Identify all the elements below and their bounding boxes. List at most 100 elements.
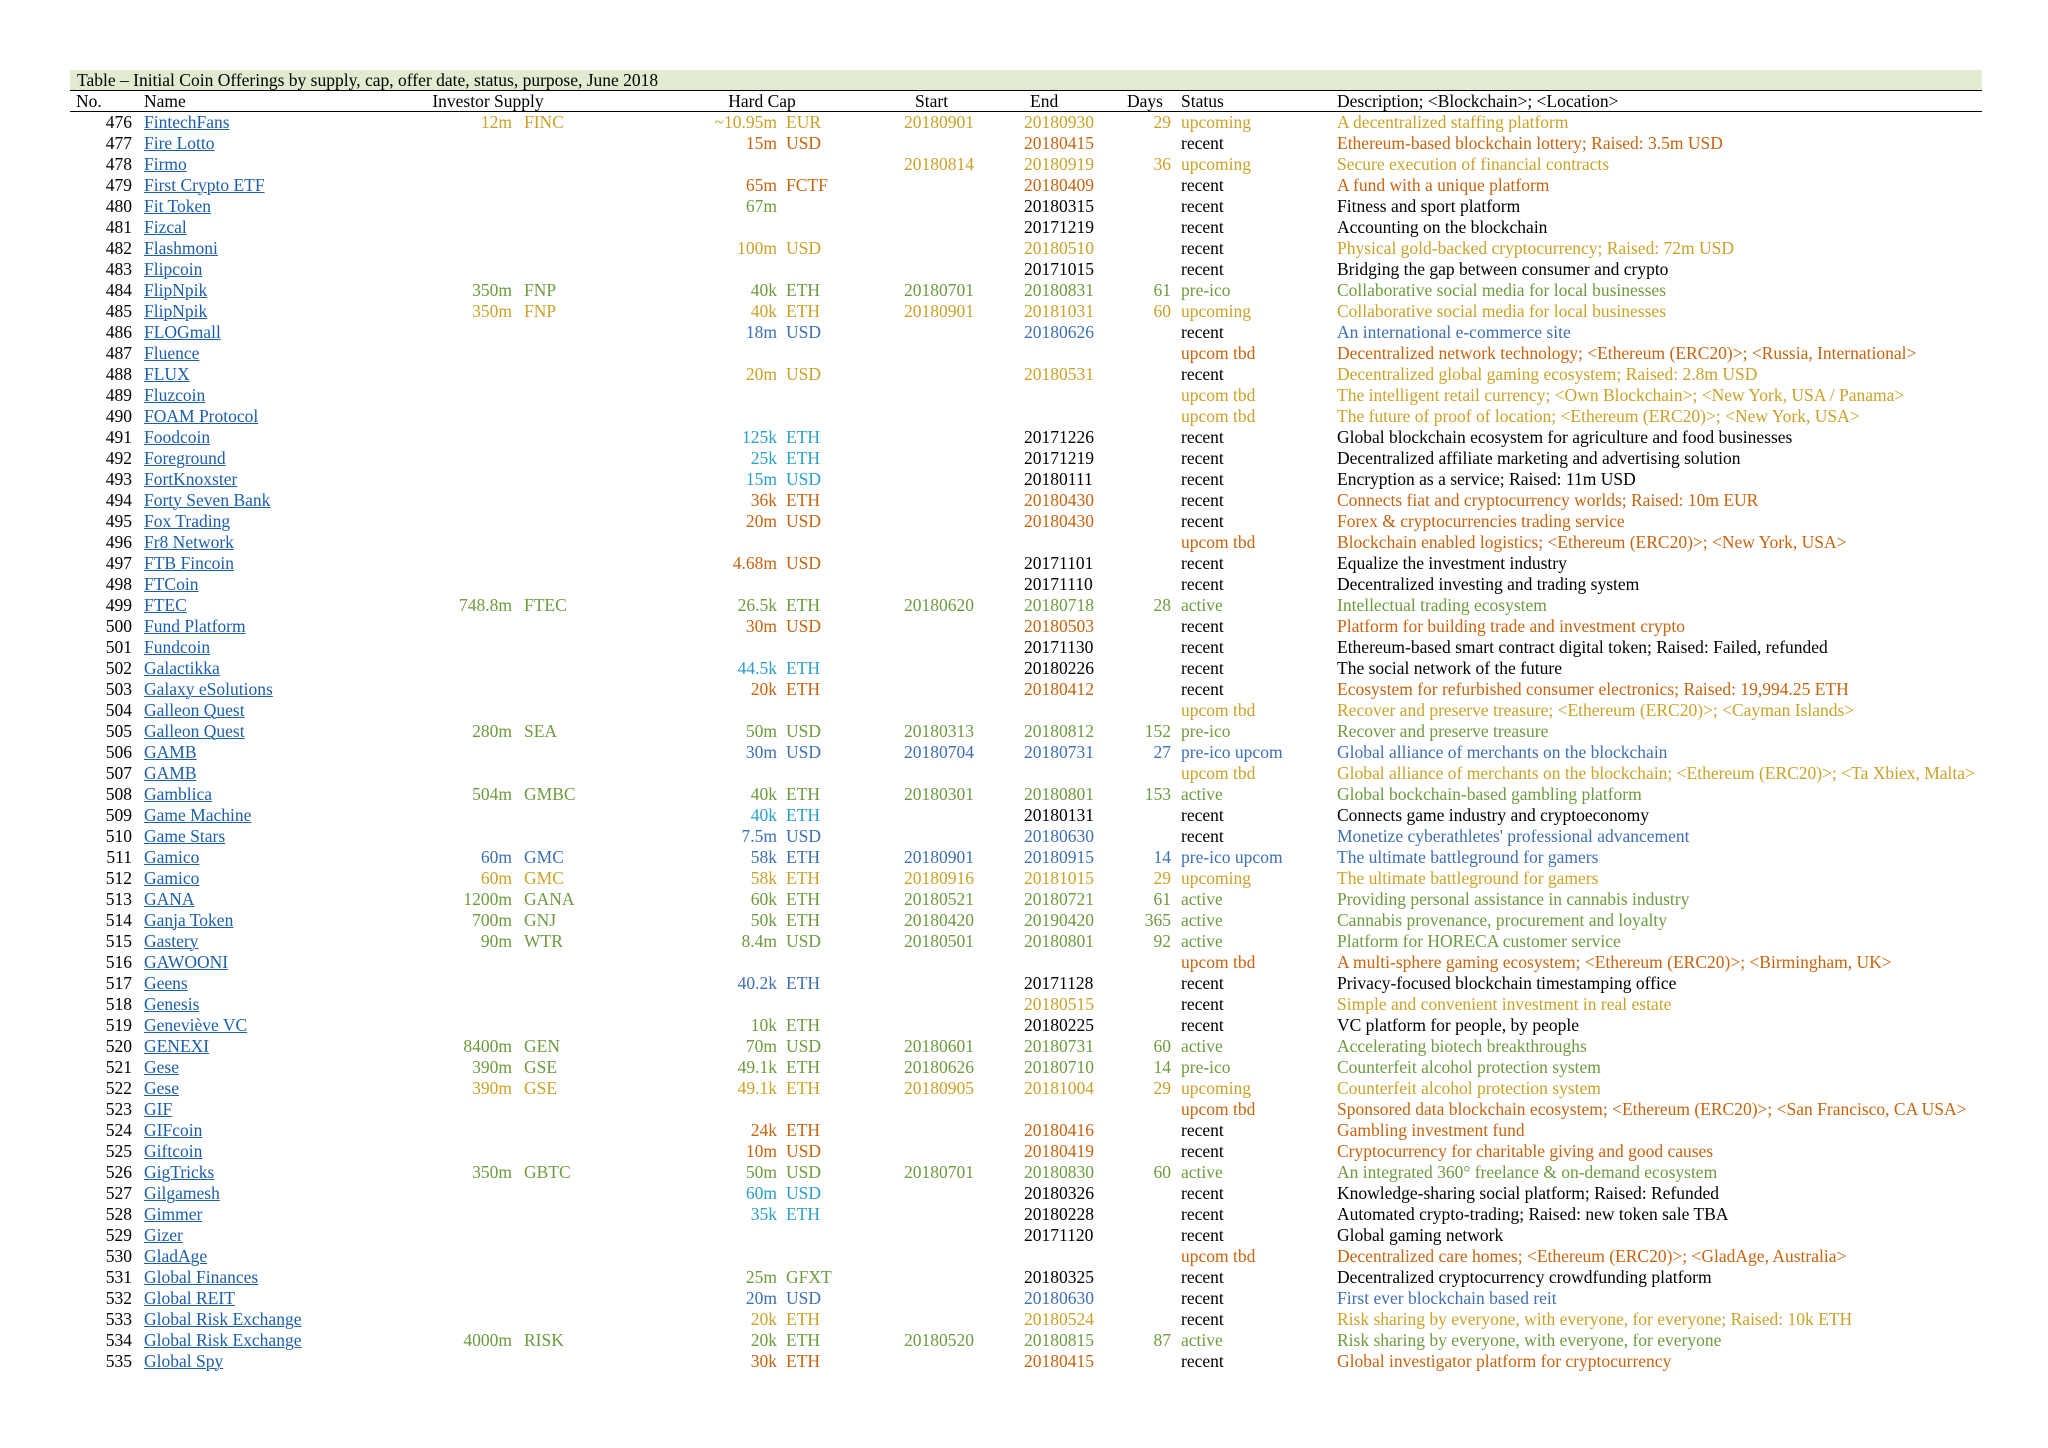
description-text: Forex & cryptocurrencies trading service	[1337, 511, 1625, 531]
status-text: pre-ico upcom	[1181, 742, 1283, 762]
ico-name-link[interactable]: GIFcoin	[144, 1120, 203, 1140]
hard-cap: 25k	[750, 448, 777, 468]
row-number: 518	[105, 994, 132, 1014]
ico-name-link[interactable]: Firmo	[144, 154, 187, 174]
ico-name-link[interactable]: FLOGmall	[144, 322, 221, 342]
ico-name-link[interactable]: Fire Lotto	[144, 133, 215, 153]
cap-currency: ETH	[786, 1204, 821, 1224]
ico-name-link[interactable]: Global Risk Exchange	[144, 1330, 302, 1350]
ico-name-cell: GIFcoin	[144, 1120, 202, 1141]
ico-name-link[interactable]: GAMB	[144, 742, 197, 762]
ico-name-link[interactable]: Global Finances	[144, 1267, 259, 1287]
ico-name-link[interactable]: Forty Seven Bank	[144, 490, 271, 510]
ico-name-link[interactable]: FTEC	[144, 595, 187, 615]
ico-name-link[interactable]: Galaxy eSolutions	[144, 679, 273, 699]
ico-name-link[interactable]: Fluence	[144, 343, 200, 363]
ico-name-link[interactable]: Gamico	[144, 847, 200, 867]
ico-name-link[interactable]: Fund Platform	[144, 616, 246, 636]
ico-name-link[interactable]: Galleon Quest	[144, 721, 245, 741]
ico-name-link[interactable]: Gizer	[144, 1225, 183, 1245]
ico-name-link[interactable]: FortKnoxster	[144, 469, 238, 489]
status-text: recent	[1181, 1288, 1224, 1308]
row-number: 495	[105, 511, 132, 531]
table-row: 483 Flipcoin 20171015 recent Bridging the ga…	[70, 259, 1982, 280]
ico-name-link[interactable]: GANA	[144, 889, 195, 909]
ico-name-link[interactable]: Global REIT	[144, 1288, 235, 1308]
row-number: 505	[105, 721, 132, 741]
ico-name-link[interactable]: Fit Token	[144, 196, 212, 216]
ico-name-link[interactable]: GladAge	[144, 1246, 208, 1266]
ico-name-link[interactable]: GigTricks	[144, 1162, 215, 1182]
status-text: upcom tbd	[1181, 406, 1256, 426]
ico-name-link[interactable]: GAMB	[144, 763, 197, 783]
days-count: 28	[1153, 595, 1172, 615]
end-date: 20180830	[1024, 1162, 1094, 1182]
hard-cap: 20m	[745, 364, 777, 384]
ico-name-link[interactable]: Geens	[144, 973, 188, 993]
ico-name-link[interactable]: Gese	[144, 1057, 179, 1077]
status-text: active	[1181, 595, 1223, 615]
ico-name-link[interactable]: GENEXI	[144, 1036, 210, 1056]
ico-name-link[interactable]: Global Risk Exchange	[144, 1309, 302, 1329]
row-number: 501	[105, 637, 132, 657]
ico-name-link[interactable]: FlipNpik	[144, 280, 208, 300]
ico-name-link[interactable]: Foreground	[144, 448, 226, 468]
ico-name-link[interactable]: Gamico	[144, 868, 200, 888]
table-row: 520 GENEXI 8400m GEN 70m USD 20180601 20180731 6…	[70, 1036, 1982, 1057]
start-date: 20180626	[904, 1057, 974, 1077]
supply-ticker: GANA	[524, 889, 575, 909]
ico-name-link[interactable]: FTB Fincoin	[144, 553, 234, 573]
ico-name-link[interactable]: Gilgamesh	[144, 1183, 220, 1203]
ico-name-link[interactable]: FTCoin	[144, 574, 199, 594]
ico-name-link[interactable]: Global Spy	[144, 1351, 224, 1371]
status-text: upcoming	[1181, 301, 1251, 321]
investor-supply: 748.8m	[459, 595, 512, 615]
end-date: 20180710	[1024, 1057, 1094, 1077]
end-date: 20180831	[1024, 280, 1094, 300]
ico-name-link[interactable]: FlipNpik	[144, 301, 208, 321]
row-number: 519	[105, 1015, 132, 1035]
ico-name-link[interactable]: Fr8 Network	[144, 532, 234, 552]
ico-name-link[interactable]: Flipcoin	[144, 259, 203, 279]
ico-name-link[interactable]: FOAM Protocol	[144, 406, 259, 426]
status-text: recent	[1181, 826, 1224, 846]
ico-name-link[interactable]: Fizcal	[144, 217, 187, 237]
cap-currency: ETH	[786, 448, 821, 468]
ico-name-link[interactable]: Fluzcoin	[144, 385, 206, 405]
ico-name-link[interactable]: Flashmoni	[144, 238, 218, 258]
ico-name-link[interactable]: Galactikka	[144, 658, 220, 678]
ico-name-link[interactable]: Fundcoin	[144, 637, 211, 657]
row-number: 487	[105, 343, 132, 363]
ico-name-link[interactable]: GIF	[144, 1099, 173, 1119]
ico-name-link[interactable]: Geneviève VC	[144, 1015, 248, 1035]
ico-name-link[interactable]: Gimmer	[144, 1204, 203, 1224]
description-text: Decentralized investing and trading syst…	[1337, 574, 1640, 594]
cap-currency: ETH	[786, 868, 821, 888]
ico-name-link[interactable]: Fox Trading	[144, 511, 231, 531]
start-date: 20180901	[904, 112, 974, 132]
table-row: 499 FTEC 748.8m FTEC 26.5k ETH 20180620 2018071…	[70, 595, 1982, 616]
ico-name-link[interactable]: FintechFans	[144, 112, 230, 132]
ico-name-link[interactable]: Ganja Token	[144, 910, 234, 930]
ico-name-link[interactable]: FLUX	[144, 364, 190, 384]
row-number: 529	[105, 1225, 132, 1245]
ico-name-link[interactable]: Giftcoin	[144, 1141, 203, 1161]
ico-name-link[interactable]: Game Machine	[144, 805, 252, 825]
ico-name-link[interactable]: GAWOONI	[144, 952, 229, 972]
ico-name-link[interactable]: Genesis	[144, 994, 200, 1014]
ico-name-link[interactable]: Game Stars	[144, 826, 226, 846]
end-date: 20190420	[1024, 910, 1094, 930]
ico-name-link[interactable]: Gastery	[144, 931, 199, 951]
row-number: 497	[105, 553, 132, 573]
table-row: 527 Gilgamesh 60m USD 20180326 recent Knowledg…	[70, 1183, 1982, 1204]
ico-name-link[interactable]: Foodcoin	[144, 427, 211, 447]
ico-name-link[interactable]: Gamblica	[144, 784, 213, 804]
hard-cap: 20m	[745, 1288, 777, 1308]
description-text: Decentralized affiliate marketing and ad…	[1337, 448, 1741, 468]
ico-name-link[interactable]: Galleon Quest	[144, 700, 245, 720]
row-number: 479	[105, 175, 132, 195]
start-date: 20180601	[904, 1036, 974, 1056]
table-row: 526 GigTricks 350m GBTC 50m USD 20180701 201808…	[70, 1162, 1982, 1183]
ico-name-link[interactable]: First Crypto ETF	[144, 175, 265, 195]
ico-name-link[interactable]: Gese	[144, 1078, 179, 1098]
